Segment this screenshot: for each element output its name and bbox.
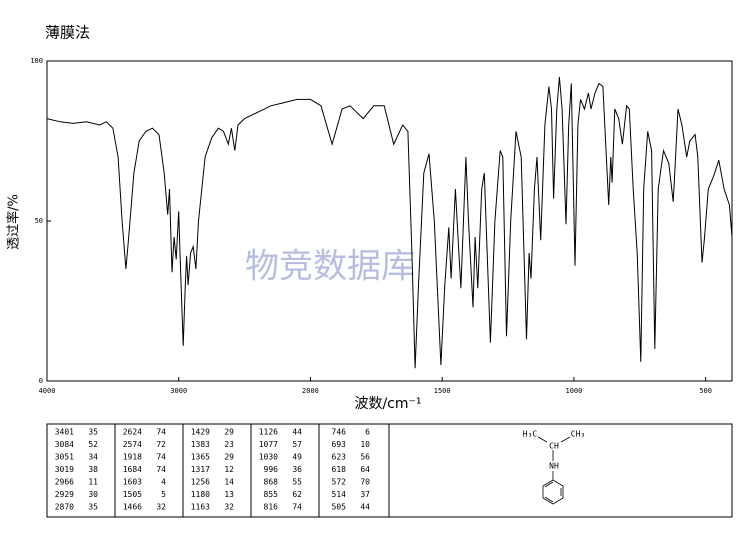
peak-wavenumber: 1505 [123, 490, 142, 499]
peak-wavenumber: 1684 [123, 465, 142, 474]
atom-label: NH [549, 462, 559, 471]
peak-wavenumber: 746 [332, 428, 347, 437]
peak-transmittance: 36 [292, 465, 302, 474]
peak-wavenumber: 693 [332, 440, 347, 449]
peak-transmittance: 74 [292, 503, 302, 512]
peak-transmittance: 56 [360, 453, 370, 462]
peak-wavenumber: 1365 [191, 453, 210, 462]
peak-transmittance: 29 [224, 453, 234, 462]
peak-wavenumber: 855 [264, 490, 279, 499]
peak-transmittance: 72 [156, 440, 166, 449]
peak-wavenumber: 3051 [55, 453, 74, 462]
peak-transmittance: 74 [156, 453, 166, 462]
atom-label: CH [549, 442, 559, 451]
peak-wavenumber: 868 [264, 478, 279, 487]
peak-transmittance: 5 [161, 490, 166, 499]
peak-transmittance: 11 [88, 478, 98, 487]
peak-transmittance: 10 [360, 440, 370, 449]
x-tick-label: 1000 [565, 387, 582, 395]
peak-transmittance: 74 [156, 428, 166, 437]
peak-transmittance: 55 [292, 478, 302, 487]
peak-transmittance: 35 [88, 503, 98, 512]
peak-transmittance: 12 [224, 465, 234, 474]
peak-wavenumber: 1126 [259, 428, 278, 437]
peak-wavenumber: 2929 [55, 490, 74, 499]
peak-wavenumber: 3019 [55, 465, 74, 474]
peak-transmittance: 37 [360, 490, 370, 499]
peak-transmittance: 62 [292, 490, 302, 499]
peak-transmittance: 35 [88, 428, 98, 437]
peak-transmittance: 23 [224, 440, 234, 449]
x-tick-label: 4000 [39, 387, 56, 395]
peak-transmittance: 34 [88, 453, 98, 462]
peak-wavenumber: 572 [332, 478, 347, 487]
peak-wavenumber: 2624 [123, 428, 142, 437]
peak-wavenumber: 1466 [123, 503, 142, 512]
peak-transmittance: 32 [156, 503, 166, 512]
peak-wavenumber: 618 [332, 465, 347, 474]
y-tick-label: 50 [35, 217, 43, 225]
peak-wavenumber: 514 [332, 490, 347, 499]
peak-transmittance: 57 [292, 440, 302, 449]
peak-wavenumber: 623 [332, 453, 347, 462]
peak-transmittance: 52 [88, 440, 98, 449]
peak-wavenumber: 1918 [123, 453, 142, 462]
peak-transmittance: 64 [360, 465, 370, 474]
title: 薄膜法 [45, 24, 90, 42]
peak-wavenumber: 1603 [123, 478, 142, 487]
peak-wavenumber: 2574 [123, 440, 142, 449]
peak-wavenumber: 1163 [191, 503, 210, 512]
peak-transmittance: 6 [365, 428, 370, 437]
y-tick-label: 100 [30, 57, 43, 65]
peak-wavenumber: 3401 [55, 428, 74, 437]
spectrum-line [46, 76, 733, 369]
peak-wavenumber: 3084 [55, 440, 74, 449]
peak-wavenumber: 1077 [259, 440, 278, 449]
peak-transmittance: 44 [360, 503, 370, 512]
peak-wavenumber: 1429 [191, 428, 210, 437]
peak-transmittance: 14 [224, 478, 234, 487]
x-tick-label: 500 [699, 387, 712, 395]
peak-wavenumber: 1256 [191, 478, 210, 487]
peak-wavenumber: 1180 [191, 490, 210, 499]
x-tick-label: 2000 [302, 387, 319, 395]
y-axis-label: 透过率/% [6, 194, 22, 250]
peak-transmittance: 44 [292, 428, 302, 437]
atom-label: H₃C [523, 430, 538, 439]
peak-wavenumber: 816 [264, 503, 279, 512]
structure-bonds [537, 436, 571, 505]
atom-label: CH₃ [571, 430, 585, 439]
peak-wavenumber: 1030 [259, 453, 278, 462]
peak-transmittance: 13 [224, 490, 234, 499]
x-tick-label: 3000 [170, 387, 187, 395]
peak-transmittance: 38 [88, 465, 98, 474]
peak-wavenumber: 1383 [191, 440, 210, 449]
peak-transmittance: 70 [360, 478, 370, 487]
peak-transmittance: 49 [292, 453, 302, 462]
peak-transmittance: 32 [224, 503, 234, 512]
x-tick-label: 1500 [434, 387, 451, 395]
peak-transmittance: 29 [224, 428, 234, 437]
table-grid [114, 424, 390, 517]
y-tick-label: 0 [39, 377, 43, 385]
x-axis-label: 波数/cm⁻¹ [354, 396, 421, 412]
peak-wavenumber: 2966 [55, 478, 74, 487]
peak-wavenumber: 1317 [191, 465, 210, 474]
peak-transmittance: 4 [161, 478, 166, 487]
peak-transmittance: 74 [156, 465, 166, 474]
peak-wavenumber: 505 [332, 503, 347, 512]
peak-wavenumber: 2870 [55, 503, 74, 512]
peak-transmittance: 30 [88, 490, 98, 499]
watermark: 物竞数据库 [245, 247, 415, 287]
peak-wavenumber: 996 [264, 465, 279, 474]
